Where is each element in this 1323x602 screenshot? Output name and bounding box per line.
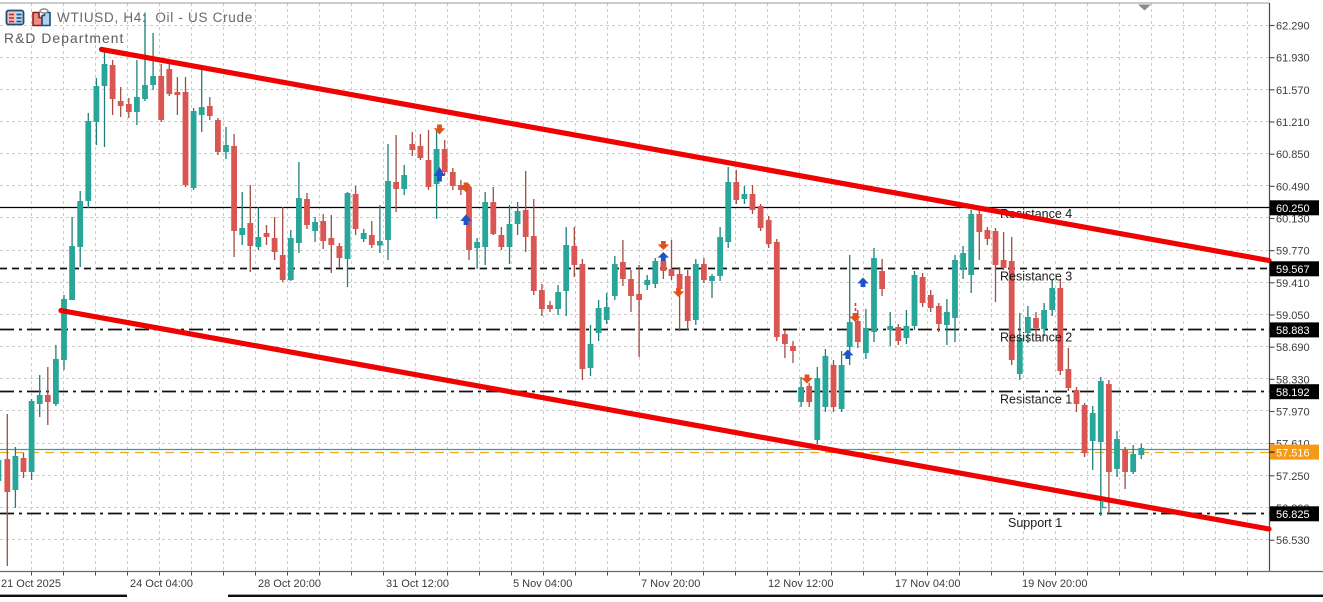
svg-text:59.770: 59.770: [1276, 246, 1310, 258]
svg-text:58.883: 58.883: [1276, 325, 1310, 337]
svg-text:60.850: 60.850: [1276, 149, 1310, 161]
svg-text:57.516: 57.516: [1276, 447, 1310, 459]
svg-text:Resistance 2: Resistance 2: [1000, 331, 1072, 345]
svg-text:56.825: 56.825: [1276, 509, 1310, 521]
svg-text:58.690: 58.690: [1276, 342, 1310, 354]
svg-text:59.567: 59.567: [1276, 264, 1310, 276]
svg-text:17 Nov 04:00: 17 Nov 04:00: [895, 578, 960, 590]
svg-text:60.130: 60.130: [1276, 214, 1310, 226]
svg-text:12 Nov 12:00: 12 Nov 12:00: [768, 578, 833, 590]
svg-text:31 Oct 12:00: 31 Oct 12:00: [386, 578, 449, 590]
svg-text:24 Oct 04:00: 24 Oct 04:00: [130, 578, 193, 590]
svg-text:28 Oct 20:00: 28 Oct 20:00: [258, 578, 321, 590]
svg-text:60.250: 60.250: [1276, 203, 1310, 215]
svg-text:57.250: 57.250: [1276, 471, 1310, 483]
svg-text:56.530: 56.530: [1276, 535, 1310, 547]
svg-text:61.930: 61.930: [1276, 53, 1310, 65]
svg-text:Resistance 3: Resistance 3: [1000, 270, 1072, 284]
svg-text:5 Nov 04:00: 5 Nov 04:00: [513, 578, 572, 590]
svg-text:61.210: 61.210: [1276, 117, 1310, 129]
svg-text:62.290: 62.290: [1276, 21, 1310, 33]
svg-text:59.410: 59.410: [1276, 278, 1310, 290]
svg-text:19 Nov 20:00: 19 Nov 20:00: [1022, 578, 1087, 590]
svg-text:21 Oct 2025: 21 Oct 2025: [1, 578, 61, 590]
svg-text:Resistance 1: Resistance 1: [1000, 393, 1072, 407]
svg-text:WTIUSD, H4: Oil - US Crude: WTIUSD, H4: Oil - US Crude: [57, 10, 253, 25]
svg-text:Support 1: Support 1: [1008, 516, 1062, 530]
svg-text:59.050: 59.050: [1276, 310, 1310, 322]
svg-text:R&D Department: R&D Department: [4, 31, 124, 46]
svg-text:58.330: 58.330: [1276, 374, 1310, 386]
svg-text:61.570: 61.570: [1276, 85, 1310, 97]
svg-text:7 Nov 20:00: 7 Nov 20:00: [641, 578, 700, 590]
svg-text:58.192: 58.192: [1276, 387, 1310, 399]
svg-text:57.970: 57.970: [1276, 407, 1310, 419]
svg-text:60.490: 60.490: [1276, 181, 1310, 193]
